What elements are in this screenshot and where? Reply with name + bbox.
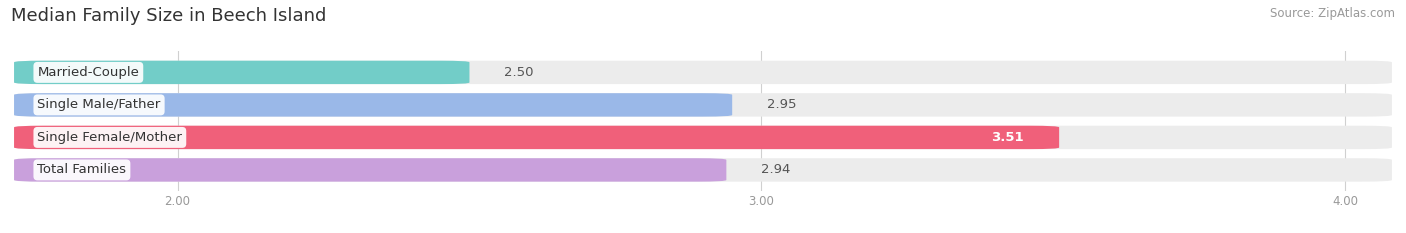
Text: Single Male/Father: Single Male/Father bbox=[38, 98, 160, 111]
Text: 2.95: 2.95 bbox=[768, 98, 797, 111]
Text: Median Family Size in Beech Island: Median Family Size in Beech Island bbox=[11, 7, 326, 25]
FancyBboxPatch shape bbox=[14, 158, 1392, 182]
FancyBboxPatch shape bbox=[14, 93, 733, 116]
Text: Source: ZipAtlas.com: Source: ZipAtlas.com bbox=[1270, 7, 1395, 20]
FancyBboxPatch shape bbox=[14, 126, 1392, 149]
Text: 2.50: 2.50 bbox=[505, 66, 534, 79]
Text: 2.94: 2.94 bbox=[762, 163, 790, 176]
FancyBboxPatch shape bbox=[14, 93, 1392, 116]
Text: Married-Couple: Married-Couple bbox=[38, 66, 139, 79]
FancyBboxPatch shape bbox=[14, 61, 1392, 84]
Text: 3.51: 3.51 bbox=[991, 131, 1024, 144]
Text: Single Female/Mother: Single Female/Mother bbox=[38, 131, 183, 144]
FancyBboxPatch shape bbox=[14, 126, 1059, 149]
FancyBboxPatch shape bbox=[14, 158, 727, 182]
FancyBboxPatch shape bbox=[14, 61, 470, 84]
Text: Total Families: Total Families bbox=[38, 163, 127, 176]
